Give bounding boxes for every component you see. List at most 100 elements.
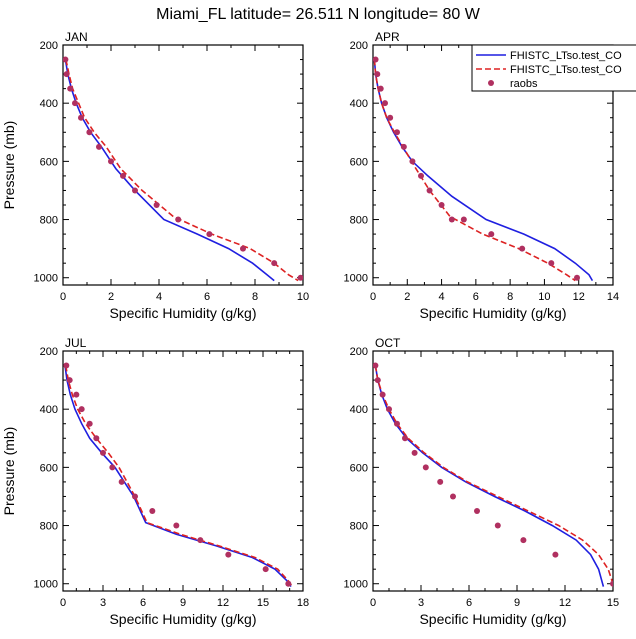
series-line-dashed <box>65 59 299 282</box>
x-tick-label: 12 <box>217 597 229 609</box>
raobs-point <box>285 580 292 587</box>
raobs-point <box>262 566 269 573</box>
series-line-solid <box>374 365 605 587</box>
x-tick-label: 14 <box>607 291 619 303</box>
legend-swatch-dot <box>488 80 494 86</box>
raobs-point <box>271 260 278 267</box>
raobs-point <box>66 377 73 384</box>
y-tick-label: 800 <box>40 521 58 533</box>
raobs-point <box>386 406 392 413</box>
raobs-point <box>96 143 102 150</box>
raobs-point <box>108 158 114 165</box>
raobs-point <box>86 129 93 136</box>
raobs-point <box>450 493 456 500</box>
panel-label: APR <box>375 30 400 44</box>
x-tick-label: 0 <box>370 597 376 609</box>
raobs-point <box>394 129 400 136</box>
y-tick-label: 1000 <box>344 579 368 591</box>
raobs-point <box>374 71 381 78</box>
raobs-point <box>63 362 70 369</box>
x-tick-label: 6 <box>204 291 210 303</box>
raobs-point <box>494 522 501 529</box>
series-line-solid <box>64 365 292 588</box>
y-tick-label: 1000 <box>34 579 58 591</box>
x-tick-label: 8 <box>252 291 258 303</box>
legend-label: raobs <box>510 78 538 90</box>
x-axis-label: Specific Humidity (g/kg) <box>419 611 566 627</box>
raobs-point <box>422 464 429 471</box>
x-tick-label: 0 <box>60 597 66 609</box>
legend-label: FHISTC_LTso.test_CO <box>510 50 622 62</box>
y-tick-label: 200 <box>40 346 58 358</box>
panel-label: JUL <box>65 336 87 350</box>
y-axis-label: Pressure (mb) <box>1 427 17 516</box>
data-area <box>63 362 293 588</box>
x-tick-label: 9 <box>180 597 186 609</box>
panel-label: JAN <box>65 30 88 44</box>
raobs-point <box>149 508 156 514</box>
raobs-point <box>387 114 394 121</box>
raobs-point <box>86 420 93 427</box>
x-tick-label: 12 <box>559 597 571 609</box>
legend-label: FHISTC_LTso.test_CO <box>510 64 622 76</box>
legend-box <box>471 44 636 92</box>
x-tick-label: 2 <box>108 291 114 303</box>
y-tick-label: 400 <box>350 404 368 416</box>
raobs-point <box>206 231 213 238</box>
data-area <box>373 362 613 587</box>
x-tick-label: 6 <box>466 597 472 609</box>
raobs-point <box>240 245 246 252</box>
x-tick-label: 8 <box>507 291 513 303</box>
x-tick-label: 3 <box>100 597 106 609</box>
y-tick-label: 200 <box>40 40 58 52</box>
y-tick-label: 1000 <box>344 273 368 285</box>
raobs-point <box>379 391 386 398</box>
y-tick-label: 400 <box>350 98 368 110</box>
raobs-point <box>118 478 125 485</box>
raobs-point <box>78 406 85 413</box>
raobs-point <box>373 56 379 63</box>
raobs-point <box>400 143 407 150</box>
raobs-point <box>93 435 100 442</box>
raobs-point <box>225 551 232 558</box>
x-tick-label: 4 <box>156 291 162 303</box>
raobs-point <box>72 100 78 107</box>
raobs-point <box>382 100 388 107</box>
raobs-point <box>438 202 445 208</box>
y-tick-label: 600 <box>350 156 368 168</box>
raobs-point <box>448 216 455 223</box>
x-tick-label: 12 <box>573 291 585 303</box>
y-tick-label: 200 <box>350 40 368 52</box>
raobs-point <box>411 449 418 456</box>
y-axis-label: Pressure (mb) <box>1 121 17 210</box>
plot-frame <box>62 350 304 592</box>
x-tick-label: 3 <box>418 597 424 609</box>
raobs-point <box>402 435 408 442</box>
raobs-point <box>153 202 160 208</box>
y-tick-label: 1000 <box>34 273 58 285</box>
raobs-point <box>437 478 444 485</box>
series-line-dashed <box>374 365 613 584</box>
y-tick-label: 600 <box>40 156 58 168</box>
x-axis-label: Specific Humidity (g/kg) <box>109 305 256 321</box>
raobs-point <box>297 274 303 281</box>
data-area <box>373 56 594 282</box>
x-tick-label: 0 <box>60 291 66 303</box>
series-line-dashed <box>373 59 576 282</box>
raobs-point <box>78 114 84 121</box>
x-tick-label: 9 <box>514 597 520 609</box>
y-tick-label: 800 <box>350 521 368 533</box>
raobs-point <box>488 231 495 238</box>
raobs-point <box>132 493 138 500</box>
raobs-point <box>418 172 424 179</box>
raobs-point <box>100 449 106 456</box>
raobs-point <box>197 537 204 544</box>
series-line-solid <box>373 59 594 282</box>
panel-label: OCT <box>375 336 401 350</box>
y-tick-label: 400 <box>40 404 58 416</box>
x-tick-label: 15 <box>607 597 619 609</box>
y-tick-label: 200 <box>350 346 368 358</box>
